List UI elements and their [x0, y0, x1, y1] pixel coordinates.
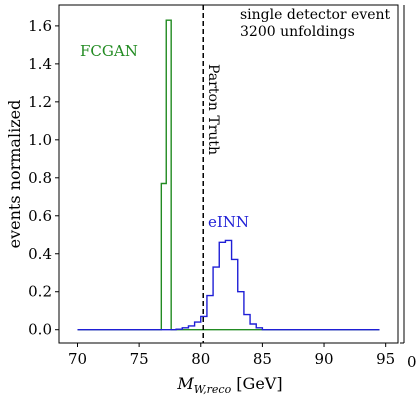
y-tick-label-0.8: 0.8 — [28, 169, 52, 187]
y-tick-label-1.2: 1.2 — [28, 93, 52, 111]
x-axis-label-subscript: W,reco — [194, 383, 232, 396]
y-tick-label-0.2: 0.2 — [28, 283, 52, 301]
y-tick-label-1.6: 1.6 — [28, 17, 52, 35]
parton-truth-label: Parton Truth — [205, 64, 221, 155]
x-tick-label-95: 95 — [376, 350, 395, 368]
y-tick-label-0.4: 0.4 — [28, 245, 52, 263]
y-axis-label: events normalized — [5, 100, 24, 249]
x-tick-label-70: 70 — [68, 350, 87, 368]
series-label-fcgan: FCGAN — [80, 42, 138, 60]
series-label-einn: eINN — [208, 213, 249, 231]
x-tick-label-80: 80 — [191, 350, 210, 368]
series-line-fcgan — [77, 19, 380, 331]
y-tick-label-0.0: 0.0 — [28, 321, 52, 339]
annotation-line-2: 3200 unfoldings — [240, 24, 355, 40]
plot-frame — [58, 4, 399, 344]
x-axis-label-unit: [GeV] — [231, 374, 282, 393]
x-axis-label-main: M — [176, 374, 194, 393]
y-tick-label-1.0: 1.0 — [28, 131, 52, 149]
x-tick-label-75: 75 — [130, 350, 149, 368]
x-tick-label-85: 85 — [253, 350, 272, 368]
x-tick-label-90: 90 — [314, 350, 333, 368]
y-tick-label-0.6: 0.6 — [28, 207, 52, 225]
y-tick-label-1.4: 1.4 — [28, 55, 52, 73]
series-line-einn — [77, 239, 380, 331]
x-axis-label: MW,reco [GeV] — [176, 374, 282, 396]
right-panel-partial-label: 0 — [407, 353, 417, 371]
annotation-line-1: single detector event — [240, 7, 391, 23]
plot-area: 70 75 80 85 90 95 0.0 0.2 0.4 0.6 0.8 1.0 1.2 1.4 1.6 — [28, 4, 399, 368]
